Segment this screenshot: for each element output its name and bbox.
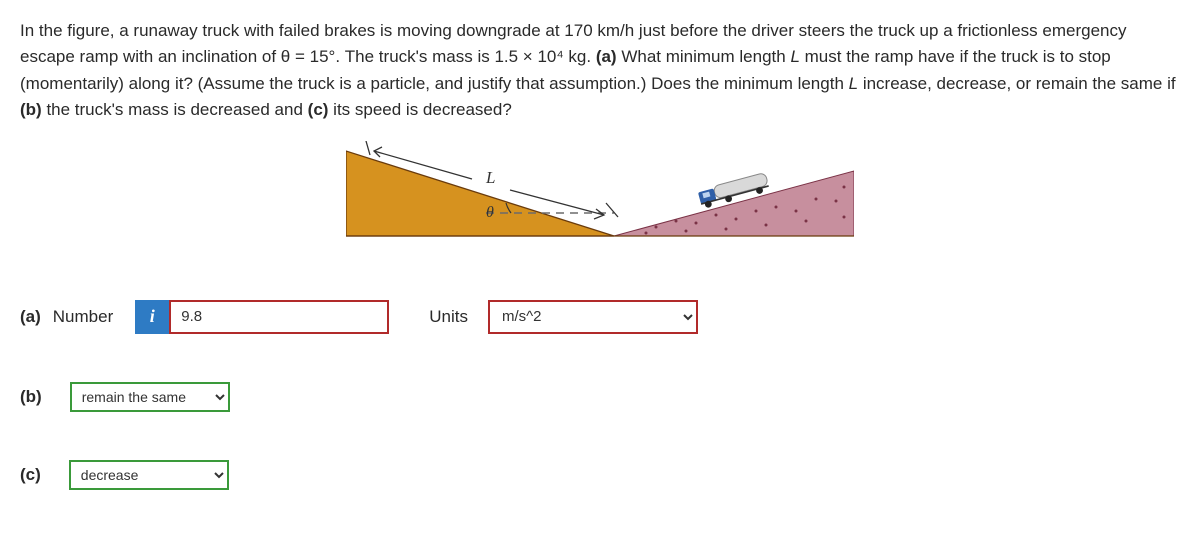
- ramp-figure: θ L: [346, 141, 854, 251]
- part-label-c: (c): [20, 462, 41, 488]
- info-icon[interactable]: i: [135, 300, 169, 334]
- answer-row-a: (a) Number i Units m/s^2mkmsNkg: [20, 300, 1180, 334]
- answer-row-b: (b) increasedecreaseremain the same: [20, 382, 1180, 412]
- figure-container: θ L: [20, 141, 1180, 259]
- answer-b-select[interactable]: increasedecreaseremain the same: [70, 382, 230, 412]
- answer-row-c: (c) increasedecreaseremain the same: [20, 460, 1180, 490]
- theta-label: θ: [486, 204, 494, 221]
- number-label: Number: [53, 304, 113, 330]
- units-label: Units: [429, 304, 468, 330]
- answers-section: (a) Number i Units m/s^2mkmsNkg (b) incr…: [20, 300, 1180, 490]
- answer-c-select[interactable]: increasedecreaseremain the same: [69, 460, 229, 490]
- answer-a-input[interactable]: [169, 300, 389, 334]
- part-label-a: (a): [20, 304, 41, 330]
- answer-a-units-select[interactable]: m/s^2mkmsNkg: [488, 300, 698, 334]
- part-label-b: (b): [20, 384, 42, 410]
- problem-text: In the figure, a runaway truck with fail…: [20, 18, 1180, 123]
- length-label: L: [485, 168, 495, 187]
